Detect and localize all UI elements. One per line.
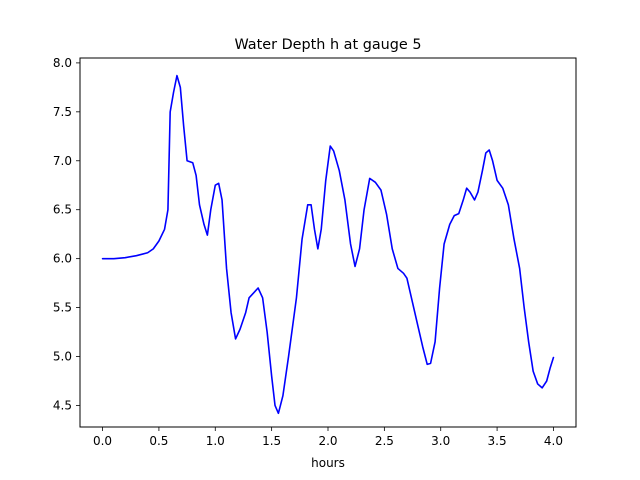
x-tick-label: 3.5 — [488, 434, 507, 448]
y-axis-ticks: 4.5 5.0 5.5 6.0 6.5 7.0 7.5 8.0 — [53, 56, 80, 412]
x-tick-label: 0.0 — [93, 434, 112, 448]
x-axis-ticks: 0.0 0.5 1.0 1.5 2.0 2.5 3.0 3.5 4.0 — [93, 427, 563, 448]
y-tick-label: 5.5 — [53, 301, 72, 315]
y-tick-label: 7.5 — [53, 105, 72, 119]
x-tick-label: 1.0 — [206, 434, 225, 448]
y-tick-label: 6.0 — [53, 252, 72, 266]
y-tick-label: 5.0 — [53, 350, 72, 364]
series-line-group — [101, 74, 555, 415]
y-tick-label: 7.0 — [53, 154, 72, 168]
chart-title: Water Depth h at gauge 5 — [234, 37, 421, 53]
series-line — [101, 74, 555, 415]
x-axis-label: hours — [311, 456, 345, 470]
x-tick-label: 2.5 — [375, 434, 394, 448]
x-tick-label: 0.5 — [149, 434, 168, 448]
y-tick-label: 6.5 — [53, 203, 72, 217]
y-tick-label: 8.0 — [53, 56, 72, 70]
x-tick-label: 2.0 — [318, 434, 337, 448]
y-tick-label: 4.5 — [53, 398, 72, 412]
x-tick-label: 1.5 — [262, 434, 281, 448]
x-tick-label: 3.0 — [431, 434, 450, 448]
x-tick-label: 4.0 — [544, 434, 563, 448]
